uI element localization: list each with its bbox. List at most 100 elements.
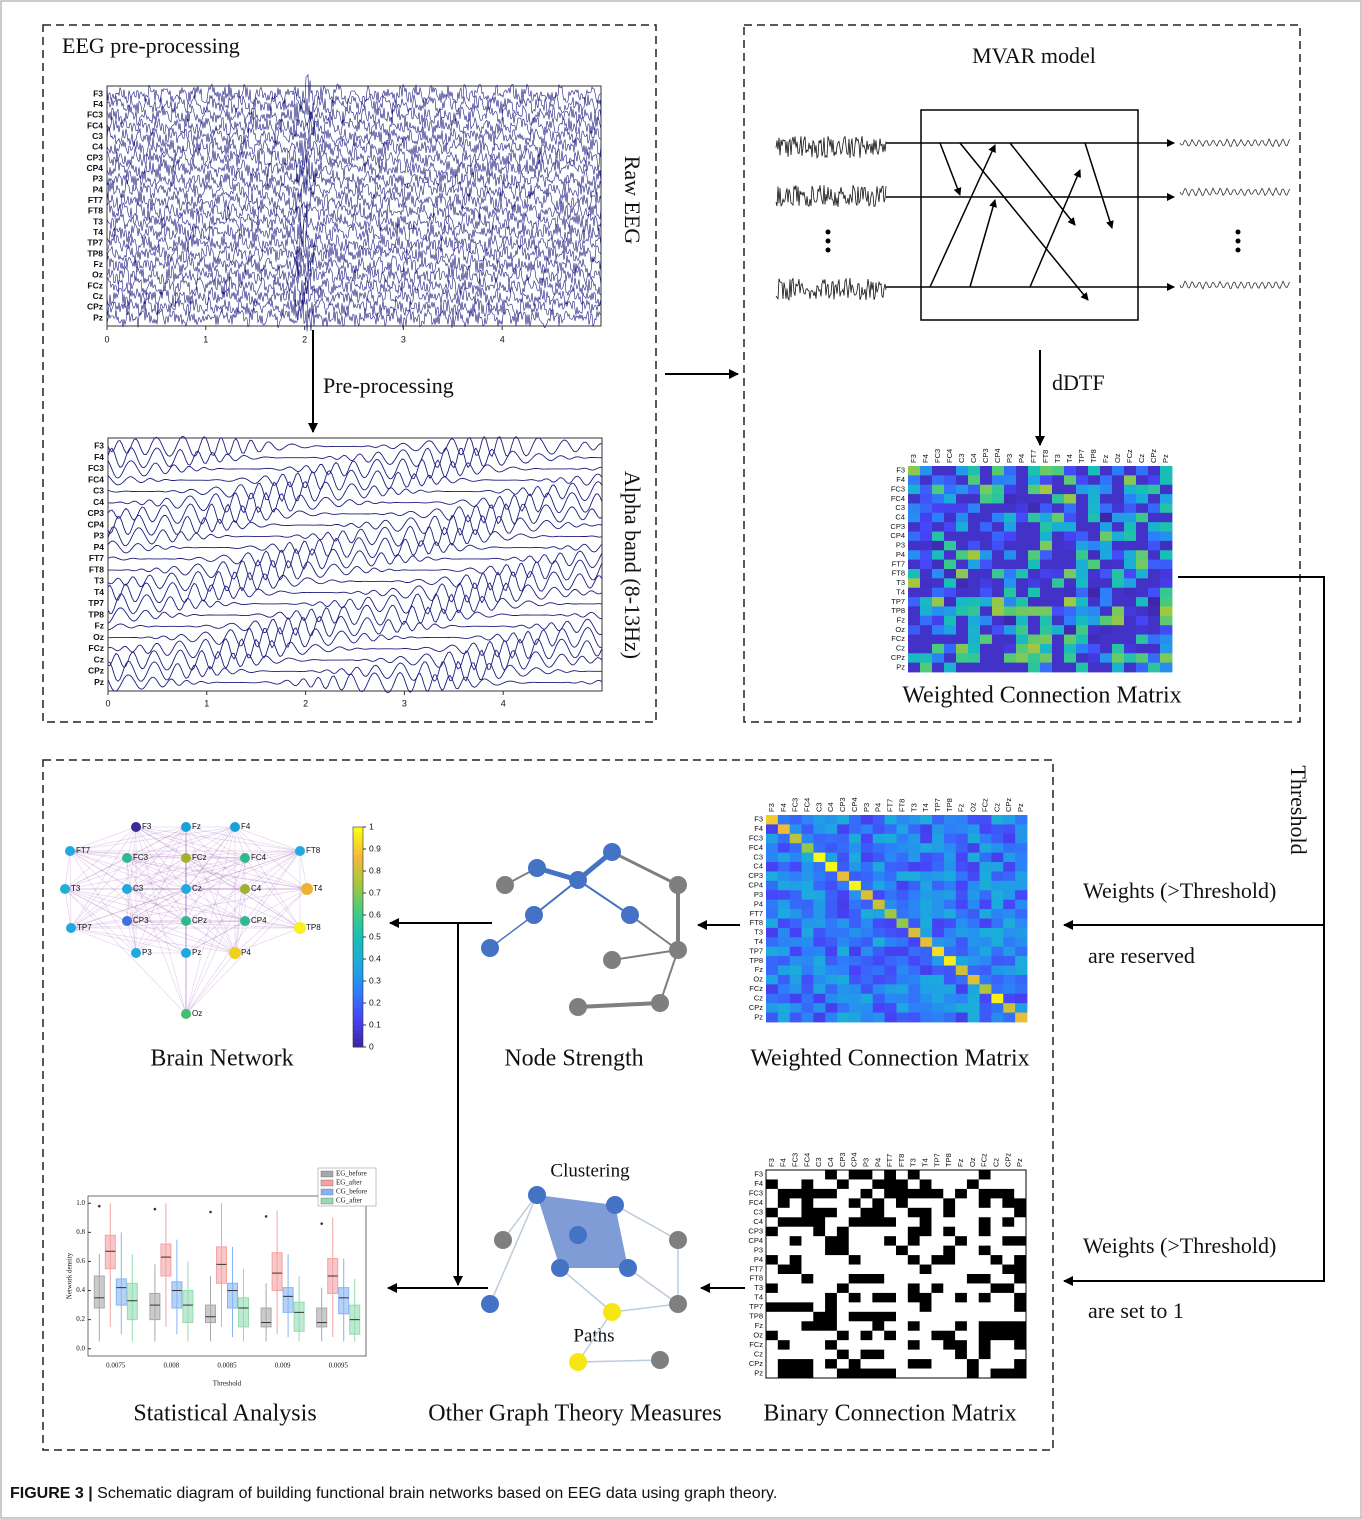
matrix-cell <box>896 843 909 854</box>
matrix-cell <box>944 494 957 504</box>
matrix-cell <box>884 993 897 1004</box>
graph-node <box>619 1259 637 1277</box>
matrix-cell <box>884 1198 897 1209</box>
matrix-cell <box>789 1245 802 1256</box>
matrix-cell <box>1160 569 1173 579</box>
network-node <box>230 822 240 832</box>
matrix-cell <box>766 862 779 872</box>
graph-edge <box>577 1359 661 1363</box>
matrix-cell <box>884 1274 897 1284</box>
matrix-cell <box>777 974 791 985</box>
matrix-cell <box>978 1368 991 1379</box>
graph-node <box>603 951 621 969</box>
matrix-cell <box>919 1188 932 1199</box>
matrix-cell <box>777 909 791 919</box>
matrix-cell <box>813 1311 826 1322</box>
matrix-cell <box>1028 531 1041 542</box>
matrix-cell <box>967 909 980 919</box>
matrix-cell <box>979 937 992 948</box>
matrix-cell <box>990 1321 1003 1332</box>
matrix-cell <box>990 1188 1003 1199</box>
matrix-cell <box>1015 890 1028 901</box>
matrix-cell <box>801 852 814 863</box>
matrix-cell <box>932 606 945 617</box>
matrix-cell <box>944 587 957 598</box>
matrix-cell <box>944 550 957 561</box>
matrix-cell <box>907 1349 921 1360</box>
matrix-cell <box>967 880 980 891</box>
matrix-cell <box>801 1302 814 1313</box>
matrix-cell <box>908 662 921 673</box>
matrix-cell <box>992 643 1005 654</box>
legend-label: EG_before <box>336 1170 367 1178</box>
matrix-cell <box>766 1255 779 1265</box>
matrix-cell <box>1076 484 1089 495</box>
matrix-cell <box>813 927 826 938</box>
matrix-cell <box>896 1003 909 1013</box>
matrix-cell <box>1136 597 1149 607</box>
outlier <box>209 1210 212 1214</box>
matrix-cell <box>1003 880 1016 891</box>
row-label: C3 <box>753 1208 763 1217</box>
matrix-cell <box>825 890 838 901</box>
channel-label: F3 <box>94 441 104 451</box>
network-edge <box>126 826 137 859</box>
matrix-cell <box>848 1207 861 1218</box>
matrix-cell <box>956 606 969 617</box>
matrix-cell <box>1003 974 1016 985</box>
matrix-cell <box>1028 653 1041 664</box>
matrix-cell <box>872 880 886 891</box>
matrix-cell <box>1112 625 1125 635</box>
matrix-cell <box>932 909 945 919</box>
matrix-cell <box>956 522 969 532</box>
colorbar-tick-label: 0.2 <box>369 997 381 1007</box>
matrix-cell <box>1112 578 1125 589</box>
matrix-cell <box>813 965 826 976</box>
matrix-cell <box>813 880 826 891</box>
matrix-cell <box>825 937 838 948</box>
matrix-cell <box>979 880 992 891</box>
matrix-cell <box>1124 606 1137 617</box>
matrix-cell <box>1100 653 1113 664</box>
graph-edge <box>489 914 535 949</box>
matrix-cell <box>1124 466 1137 476</box>
matrix-cell <box>908 984 921 995</box>
column-label: FT8 <box>1041 450 1050 463</box>
graph-node <box>528 1186 546 1204</box>
matrix-cell <box>766 937 779 948</box>
colorbar-cell <box>353 1007 363 1013</box>
x-tick-label: 3 <box>401 334 406 344</box>
matrix-cell <box>990 1179 1003 1190</box>
matrix-cell <box>789 1012 802 1023</box>
eeg-trace <box>106 284 602 308</box>
colorbar-cell <box>353 923 363 929</box>
channel-label: C4 <box>93 497 104 507</box>
network-edge <box>64 888 187 1015</box>
matrix-cell <box>1112 634 1125 645</box>
matrix-cell <box>1136 587 1149 598</box>
eeg-trace <box>106 259 602 294</box>
matrix-cell <box>860 1198 873 1209</box>
matrix-cell <box>801 1236 814 1247</box>
matrix-cell <box>860 1349 873 1360</box>
matrix-cell <box>979 815 992 825</box>
colorbar-cell <box>353 981 363 986</box>
matrix-cell <box>1148 569 1161 579</box>
network-edge <box>299 850 308 890</box>
matrix-cell <box>991 956 1004 966</box>
matrix-cell <box>1052 634 1065 645</box>
matrix-cell <box>789 1198 802 1209</box>
column-label: CPz <box>1149 449 1158 463</box>
network-edge <box>69 826 137 852</box>
row-label: CP4 <box>748 1236 763 1245</box>
matrix-cell <box>813 937 826 948</box>
row-label: CPz <box>891 653 905 662</box>
matrix-cell <box>789 918 802 929</box>
matrix-cell <box>955 974 969 985</box>
matrix-cell <box>907 1198 921 1209</box>
matrix-cell <box>1064 597 1077 607</box>
matrix-cell <box>848 1188 861 1199</box>
matrix-cell <box>766 1264 779 1275</box>
column-label: F3 <box>767 1158 776 1167</box>
matrix-cell <box>968 484 981 495</box>
